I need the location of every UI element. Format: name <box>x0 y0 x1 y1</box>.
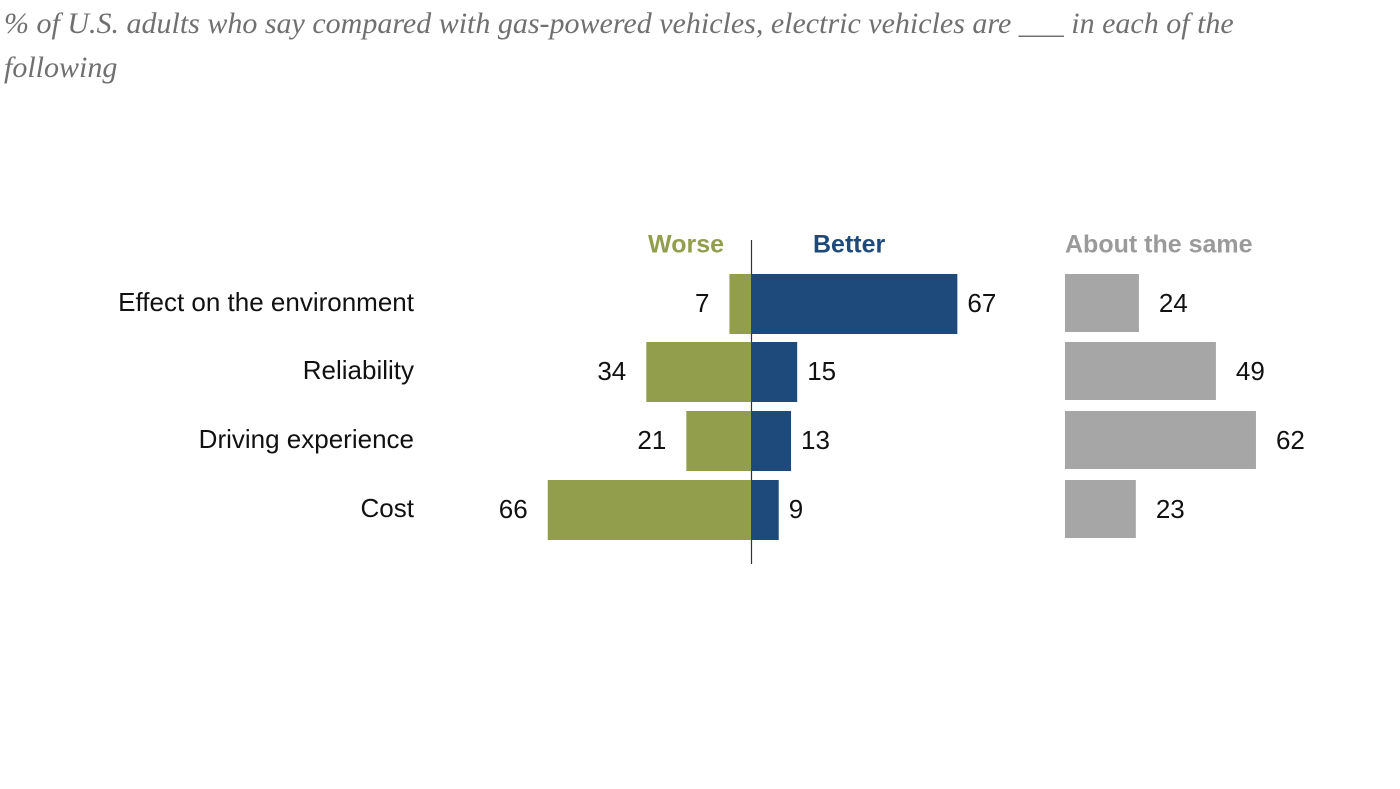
chart-title: % of U.S. adults who say compared with g… <box>4 7 1234 84</box>
value-label: 34 <box>597 356 626 386</box>
value-label: 62 <box>1276 425 1305 455</box>
value-label: 15 <box>807 356 836 386</box>
value-label: 49 <box>1236 356 1265 386</box>
bar <box>751 411 792 471</box>
bar <box>751 480 779 540</box>
bar <box>1065 342 1216 400</box>
bar <box>646 342 751 402</box>
bar <box>729 274 751 334</box>
value-label: 24 <box>1159 288 1188 318</box>
value-label: 23 <box>1156 494 1185 524</box>
legend-label: About the same <box>1065 231 1253 259</box>
value-label: 9 <box>789 494 803 524</box>
value-label: 21 <box>637 425 666 455</box>
category-label: Effect on the environment <box>118 287 415 317</box>
value-label: 13 <box>801 425 830 455</box>
value-label: 66 <box>499 494 528 524</box>
value-label: 7 <box>695 288 709 318</box>
bar <box>686 411 751 471</box>
legend-label: Better <box>813 231 886 259</box>
legend-label: Worse <box>648 231 724 259</box>
category-label: Driving experience <box>199 424 414 454</box>
bar <box>547 480 751 540</box>
category-label: Cost <box>361 493 415 523</box>
category-label: Reliability <box>303 355 414 385</box>
bar <box>1065 411 1256 469</box>
bar <box>1065 274 1139 332</box>
bar <box>751 274 958 334</box>
bar <box>1065 480 1136 538</box>
value-label: 67 <box>967 288 996 318</box>
bar <box>751 342 798 402</box>
